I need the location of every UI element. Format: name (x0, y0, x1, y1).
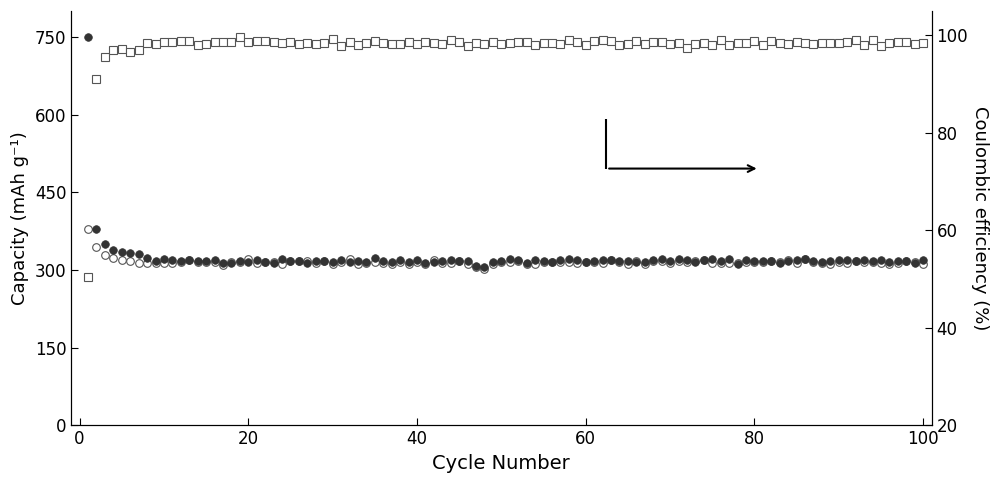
Y-axis label: Capacity (mAh g⁻¹): Capacity (mAh g⁻¹) (11, 132, 29, 305)
Y-axis label: Coulombic efficiency (%): Coulombic efficiency (%) (971, 106, 989, 331)
X-axis label: Cycle Number: Cycle Number (432, 454, 570, 473)
